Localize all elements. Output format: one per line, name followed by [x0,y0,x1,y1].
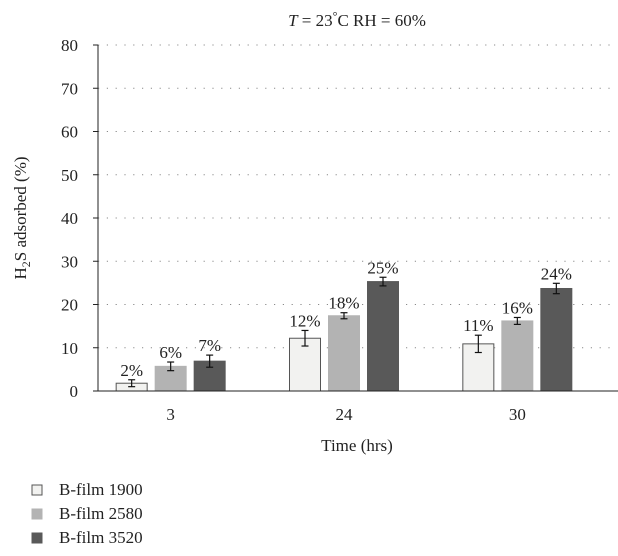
y-tick-label: 50 [61,166,78,185]
bar [367,281,399,392]
chart-title-value: = 23 [298,11,333,30]
chart-title-degree: ° [333,9,338,23]
legend-label: B-film 3520 [59,528,143,547]
y-axis-title: H2S adsorbed (%) [11,156,33,279]
data-label: 18% [328,294,359,313]
y-tick-label: 80 [61,36,78,55]
y-tick-label: 40 [61,209,78,228]
bar [501,320,534,392]
legend: B-film 1900 B-film 2580 B-film 3520 [31,480,143,547]
legend-label: B-film 1900 [59,480,143,499]
y-tick-label: 30 [61,252,78,271]
chart-title: T = 23°C RH = 60% [288,9,426,30]
chart-title-tail: C RH = 60% [337,11,425,30]
error-bars [128,276,560,388]
bar [462,343,495,392]
bar [540,287,573,392]
data-label: 2% [120,361,143,380]
legend-label: B-film 2580 [59,504,143,523]
x-tick-label: 30 [509,405,526,424]
data-label: 6% [159,343,182,362]
y-axis-title-post: S adsorbed (%) [11,156,30,261]
x-tick-label: 3 [166,405,175,424]
x-axis-title: Time (hrs) [321,436,393,455]
y-axis-title-sub: 2 [19,261,33,267]
data-label: 25% [367,258,398,277]
legend-swatch [31,508,43,520]
y-tick-label: 70 [61,79,78,98]
data-label: 7% [198,336,221,355]
x-axis-ticks: 3 24 30 [166,405,525,424]
bar [328,315,360,392]
y-tick-label: 20 [61,296,78,315]
y-tick-label: 0 [70,382,79,401]
chart-title-variable: T [288,11,299,30]
y-tick-label: 10 [61,339,78,358]
data-label: 24% [541,264,572,283]
y-axis-ticks: 0 10 20 30 40 50 60 70 80 [61,36,98,401]
data-labels: 2% 6% 7% 12% 18% 25% 11% 16% 24% [120,258,572,380]
x-tick-label: 24 [336,405,354,424]
y-axis-title-pre: H [11,267,30,279]
y-tick-label: 60 [61,123,78,142]
legend-swatch [31,532,43,544]
data-label: 11% [463,316,494,335]
data-label: 12% [289,311,320,330]
legend-swatch [31,484,43,496]
data-label: 16% [502,298,533,317]
